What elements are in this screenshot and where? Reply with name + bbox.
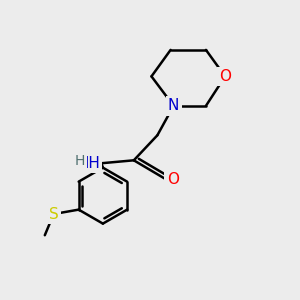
Text: NH: NH bbox=[77, 156, 100, 171]
Text: S: S bbox=[49, 206, 58, 221]
Text: N: N bbox=[168, 98, 179, 113]
Text: H: H bbox=[75, 154, 86, 168]
Text: O: O bbox=[167, 172, 179, 187]
Text: O: O bbox=[219, 69, 231, 84]
